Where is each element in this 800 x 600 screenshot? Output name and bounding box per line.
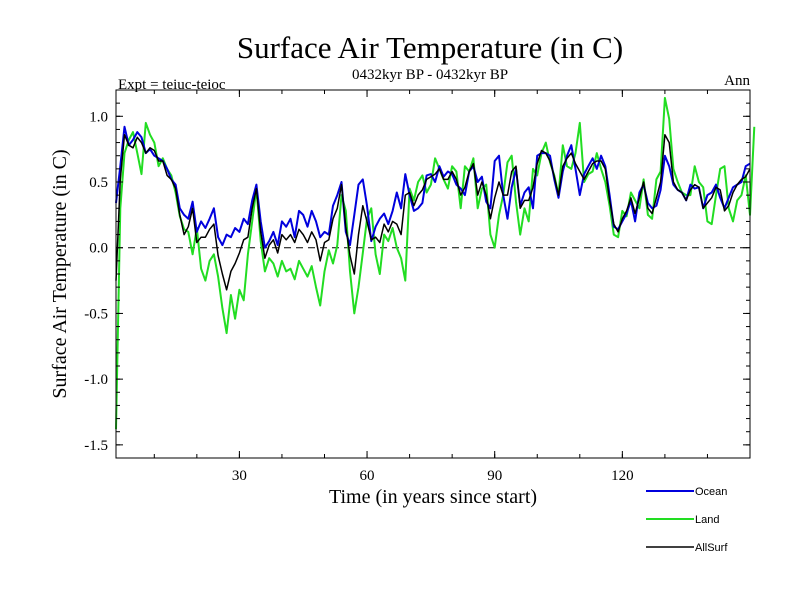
x-tick-label: 30 [232,468,247,484]
x-axis-label: Time (in years since start) [329,486,537,508]
legend-label-ocean: Ocean [695,486,727,498]
x-tick-label: 60 [360,468,375,484]
x-tick-label: 120 [611,468,634,484]
legend: Ocean Land AllSurf [646,486,728,554]
experiment-label: Expt = teiuc-teioc [118,77,226,93]
axis-ticks: -1.5 -1.0 -0.5 0.0 0.5 1.0 30 60 90 120 [84,90,751,484]
legend-label-allsurf: AllSurf [695,542,728,554]
chart-subtitle: 0432kyr BP - 0432kyr BP [352,67,508,83]
legend-label-land: Land [695,514,719,526]
y-tick-label: -0.5 [84,306,108,322]
series-lines [115,96,756,430]
y-tick-label: 0.5 [89,175,108,191]
y-tick-label: 1.0 [89,109,108,125]
series-line-land [115,96,756,430]
y-tick-label: -1.5 [84,438,108,454]
y-tick-label: 0.0 [89,241,108,257]
season-label: Ann [724,73,750,89]
y-tick-label: -1.0 [84,372,108,388]
plot-frame [115,89,751,459]
chart-title: Surface Air Temperature (in C) [237,30,623,65]
x-tick-label: 90 [487,468,502,484]
series-line-allsurf [115,133,751,291]
y-axis-label: Surface Air Temperature (in C) [49,149,71,398]
